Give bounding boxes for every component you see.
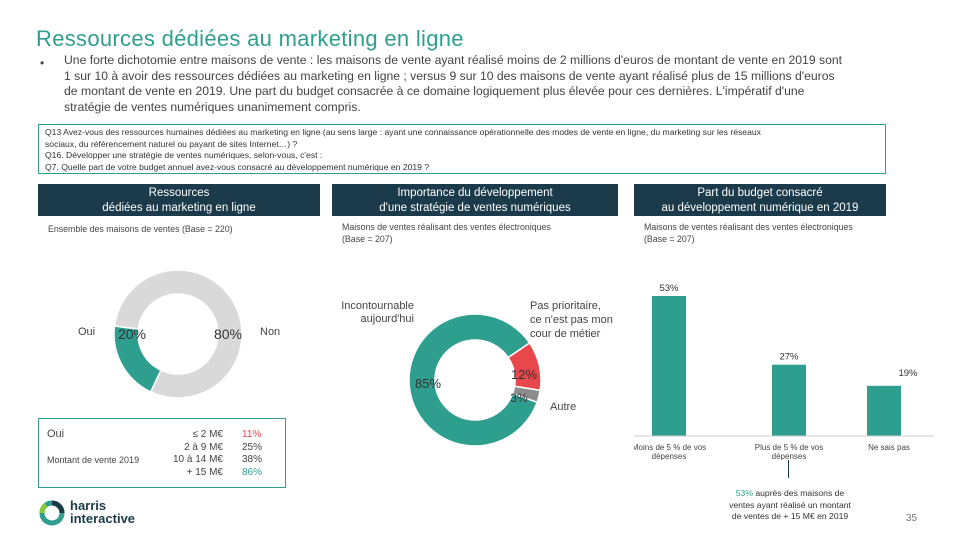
x-tick-label: dépenses <box>772 452 807 460</box>
harris-logo-icon <box>39 500 65 526</box>
x-tick-label: Ne sais pas <box>868 443 910 452</box>
table-ranges: ≤ 2 M€ 2 à 9 M€ 10 à 14 M€ + 15 M€ <box>167 429 223 479</box>
intro-text: Une forte dichotomie entre maisons de ve… <box>64 53 904 115</box>
donut-chart-ressources: 20% 80% <box>113 269 243 399</box>
panel1-header: Ressources dédiées au marketing en ligne <box>38 184 320 216</box>
label-line: aujourd'hui <box>360 313 414 325</box>
questions-box: Q13 Avez-vous des ressources humaines dé… <box>38 124 886 174</box>
panel1-header-line: Ressources <box>148 187 210 199</box>
bar-chart-budget: 53% 27% 19% Moins de 5 % de vos dépenses P… <box>634 283 934 460</box>
donut2-label-incontournable: 85% <box>415 376 441 391</box>
label-pas-prioritaire: Pas prioritaire, ce n'est pas mon cour d… <box>530 299 613 341</box>
question-line: sociaux, du référencement naturel ou pay… <box>45 138 298 149</box>
bar-value-label: 53% <box>659 283 679 294</box>
donut1-label-oui: 20% <box>118 326 146 342</box>
donut2-label-pas-prioritaire: 12% <box>511 367 537 382</box>
note-connector <box>788 460 789 478</box>
table-range: ≤ 2 M€ <box>192 429 224 440</box>
x-tick-label: Moins de 5 % de vos <box>634 443 706 452</box>
panel3-header: Part du budget consacré au développement… <box>634 184 886 216</box>
label-non: Non <box>260 326 281 338</box>
bullet: • <box>40 56 45 70</box>
intro-line: 1 sur 10 à avoir des ressources dédiées … <box>64 68 835 83</box>
panel3-header-line: Part du budget consacré <box>697 187 823 199</box>
breakdown-table: Oui Montant de vente 2019 ≤ 2 M€ 2 à 9 M… <box>38 418 286 488</box>
label-line: Incontournable <box>341 300 414 312</box>
question-line: Q13 Avez-vous des ressources humaines dé… <box>45 127 761 137</box>
table-range: + 15 M€ <box>186 466 223 478</box>
label-autre: Autre <box>550 401 577 413</box>
table-row-label: Montant de vente 2019 <box>47 455 140 465</box>
panel3-base-line: Maisons de ventes réalisant des ventes é… <box>644 222 853 232</box>
budget-note: 53% auprès des maisons de ventes ayant r… <box>700 488 880 523</box>
logo-line2: interactive <box>70 511 136 526</box>
panel2-header-line: d'une stratégie de ventes numériques <box>379 202 571 214</box>
bar-value-label: 19% <box>898 368 918 379</box>
label-line: cour de métier <box>530 328 601 340</box>
note-text: ventes ayant réalisé un montant <box>729 499 851 510</box>
panel3-base-line: (Base = 207) <box>644 234 695 244</box>
table-values: 11% 25% 38% 86% <box>242 429 262 479</box>
note-text: de ventes de + 15 M€ en 2019 <box>731 511 849 521</box>
table-value: 38% <box>242 454 263 465</box>
bar-0 <box>652 296 686 436</box>
bar-2 <box>867 385 901 436</box>
bar-value-label: 27% <box>779 352 799 363</box>
intro-line: Une forte dichotomie entre maisons de ve… <box>64 53 843 67</box>
table-value: 25% <box>242 441 263 453</box>
label-line: ce n'est pas mon <box>530 314 613 326</box>
intro-line: de montant de vente en 2019. Une part du… <box>64 84 805 98</box>
panel2-base-line: Maisons de ventes réalisant des ventes é… <box>342 222 551 232</box>
panel2-header: Importance du développement d'une straté… <box>332 184 618 216</box>
donut2-slice-incontournable <box>408 313 539 447</box>
label-line: Pas prioritaire, <box>530 300 601 312</box>
donut1-slice-non <box>113 269 243 399</box>
intro-line: stratégie de ventes numériques unanimeme… <box>64 99 361 114</box>
x-tick-label: dépenses <box>652 452 687 460</box>
donut1-label-non: 80% <box>214 326 242 342</box>
donut2-label-autre: 3% <box>510 391 528 405</box>
note-highlight: 53% <box>735 488 753 498</box>
donut-chart-strategie: 85% 12% 3% <box>408 313 542 447</box>
page-number: 35 <box>906 513 918 524</box>
panel1-header-line: dédiées au marketing en ligne <box>102 202 256 214</box>
label-oui: Oui <box>78 326 96 338</box>
table-value: 86% <box>242 466 263 478</box>
table-value: 11% <box>242 429 262 440</box>
panel2-base-line: (Base = 207) <box>342 234 393 244</box>
panel3-base: Maisons de ventes réalisant des ventes é… <box>644 221 853 245</box>
label-incontournable: Incontournable aujourd'hui <box>324 300 414 326</box>
note-text: auprès des maisons de <box>752 488 845 498</box>
table-range: 10 à 14 M€ <box>172 454 223 465</box>
table-label: Oui <box>47 428 65 440</box>
question-line: Q16. Développer une stratégie de ventes … <box>45 150 323 160</box>
bar-1 <box>772 364 806 436</box>
panel2-base: Maisons de ventes réalisant des ventes é… <box>342 221 551 245</box>
logo-line1: harris <box>70 498 107 513</box>
question-line: Q7. Quelle part de votre budget annuel a… <box>45 161 430 172</box>
panel2-header-line: Importance du développement <box>397 187 553 199</box>
table-range: 2 à 9 M€ <box>184 441 223 453</box>
page-title: Ressources dédiées au marketing en ligne <box>36 26 464 51</box>
panel1-base: Ensemble des maisons de ventes (Base = 2… <box>48 224 233 234</box>
panel3-header-line: au développement numérique en 2019 <box>661 202 859 214</box>
x-tick-label: Plus de 5 % de vos <box>755 443 823 452</box>
